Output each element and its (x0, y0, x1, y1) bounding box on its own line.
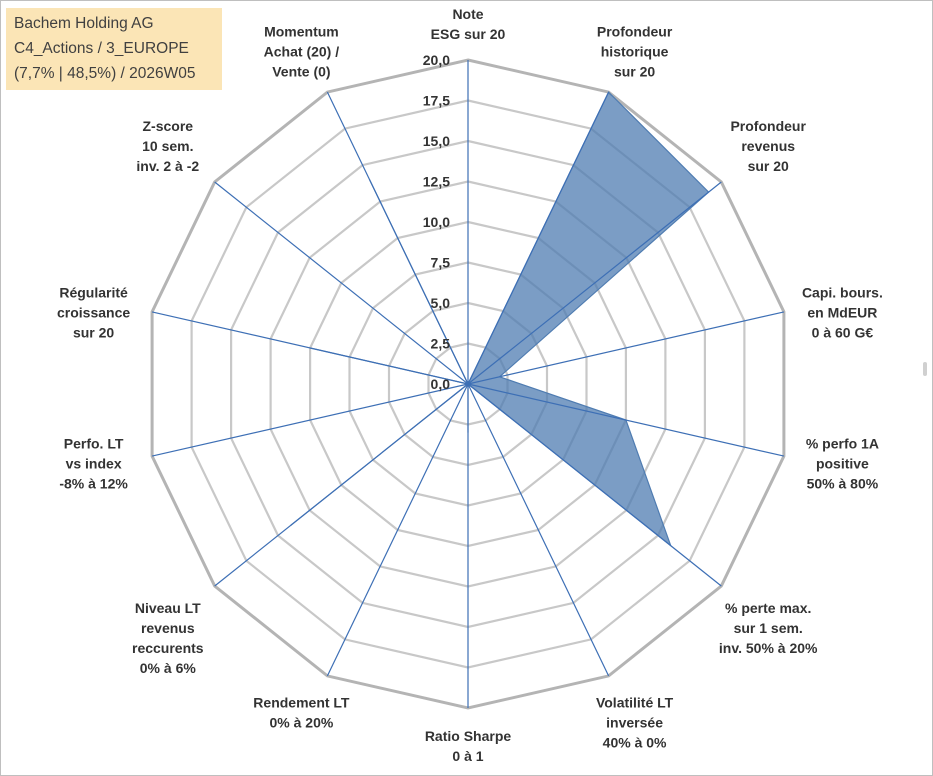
axis-label-line: ESG sur 20 (431, 26, 506, 42)
axis-label-line: Z-score (143, 118, 194, 134)
axis-label-line: 50% à 80% (807, 476, 879, 492)
tick-label: 17,5 (423, 93, 450, 109)
tick-label: 2,5 (431, 336, 451, 352)
tick-label: 5,0 (431, 295, 451, 311)
tick-label: 0,0 (431, 376, 451, 392)
axis-label-line: Capi. bours. (802, 284, 883, 300)
axis-label-line: 10 sem. (142, 138, 193, 154)
tick-label: 12,5 (423, 174, 450, 190)
axis-label-line: sur 20 (73, 324, 114, 340)
axis-label-line: Profondeur (597, 24, 673, 40)
axis-label-line: revenus (141, 620, 195, 636)
axis-label-line: sur 20 (614, 64, 655, 80)
axis-label-line: % perfo 1A (806, 436, 879, 452)
info-box: Bachem Holding AG C4_Actions / 3_EUROPE … (6, 8, 222, 90)
spoke-line (467, 311, 785, 385)
axis-label: Capi. bours. en MdEUR 0 à 60 G€ (802, 284, 883, 340)
spoke-line (467, 383, 722, 587)
spoke-line (151, 311, 469, 385)
axis-label-line: Régularité (59, 284, 128, 300)
axis-label-line: sur 1 sem. (734, 620, 803, 636)
axis-label-line: Achat (20) / (264, 44, 340, 60)
axis-label-line: croissance (57, 304, 130, 320)
axis-label-line: Vente (0) (272, 64, 330, 80)
axis-label-line: vs index (66, 456, 122, 472)
axis-label-line: inv. 2 à -2 (136, 158, 199, 174)
axis-label-line: Profondeur (730, 118, 806, 134)
performance-week: (7,7% | 48,5%) / 2026W05 (14, 65, 196, 82)
company-name: Bachem Holding AG (14, 15, 154, 32)
axis-label-line: 40% à 0% (603, 734, 667, 750)
axis-label: Ratio Sharpe 0 à 1 (425, 728, 512, 764)
axis-label-line: Note (452, 6, 483, 22)
axis-label-line: sur 20 (748, 158, 789, 174)
axis-label-line: Rendement LT (253, 694, 350, 710)
axis-label-line: -8% à 12% (59, 476, 128, 492)
axis-label: Volatilité LT inversée 40% à 0% (596, 694, 674, 750)
portfolio-path: C4_Actions / 3_EUROPE (14, 40, 189, 57)
spoke-line (467, 91, 610, 385)
axis-label-line: inversée (606, 714, 663, 730)
spoke-line (151, 383, 469, 457)
tick-label: 7,5 (431, 255, 451, 271)
axis-label: Régularité croissance sur 20 (57, 284, 130, 340)
axis-label-line: 0 à 60 G€ (812, 324, 874, 340)
tick-label: 20,0 (423, 52, 450, 68)
axis-label-line: Momentum (264, 24, 339, 40)
axis-label: Perfo. LT vs index -8% à 12% (59, 436, 128, 492)
tick-label: 10,0 (423, 214, 450, 230)
axis-label-line: reccurents (132, 640, 204, 656)
axis-label: Profondeur historique sur 20 (597, 24, 673, 80)
axis-label-line: Ratio Sharpe (425, 728, 512, 744)
axis-label-line: inv. 50% à 20% (719, 640, 818, 656)
tick-label: 15,0 (423, 133, 450, 149)
scrollbar-thumb[interactable] (923, 362, 927, 376)
axis-label-line: positive (816, 456, 869, 472)
axis-label-line: % perte max. (725, 600, 811, 616)
spoke-line (467, 181, 722, 385)
axis-label: % perfo 1A positive 50% à 80% (806, 436, 879, 492)
spoke-line (467, 383, 785, 457)
axis-label: Z-score 10 sem. inv. 2 à -2 (136, 118, 199, 174)
axis-label-line: historique (601, 44, 669, 60)
spoke-line (214, 181, 469, 385)
spoke-line (326, 91, 469, 385)
axis-label-line: en MdEUR (807, 304, 877, 320)
axis-label-line: Perfo. LT (64, 436, 124, 452)
axis-label-line: revenus (741, 138, 795, 154)
axis-label: Momentum Achat (20) / Vente (0) (264, 24, 340, 80)
spoke-line (214, 383, 469, 587)
axis-label: % perte max. sur 1 sem. inv. 50% à 20% (719, 600, 818, 656)
axis-label-line: Volatilité LT (596, 694, 674, 710)
axis-label-line: 0% à 6% (140, 660, 197, 676)
axis-label: Niveau LT revenus reccurents 0% à 6% (132, 600, 204, 676)
axis-label: Note ESG sur 20 (431, 6, 506, 42)
axis-label: Rendement LT 0% à 20% (253, 694, 350, 730)
axis-label-line: Niveau LT (135, 600, 201, 616)
spoke-line (467, 383, 610, 677)
axis-label-line: 0 à 1 (452, 748, 483, 764)
spoke-line (326, 383, 469, 677)
axis-label: Profondeur revenus sur 20 (730, 118, 806, 174)
axis-label-line: 0% à 20% (269, 714, 333, 730)
